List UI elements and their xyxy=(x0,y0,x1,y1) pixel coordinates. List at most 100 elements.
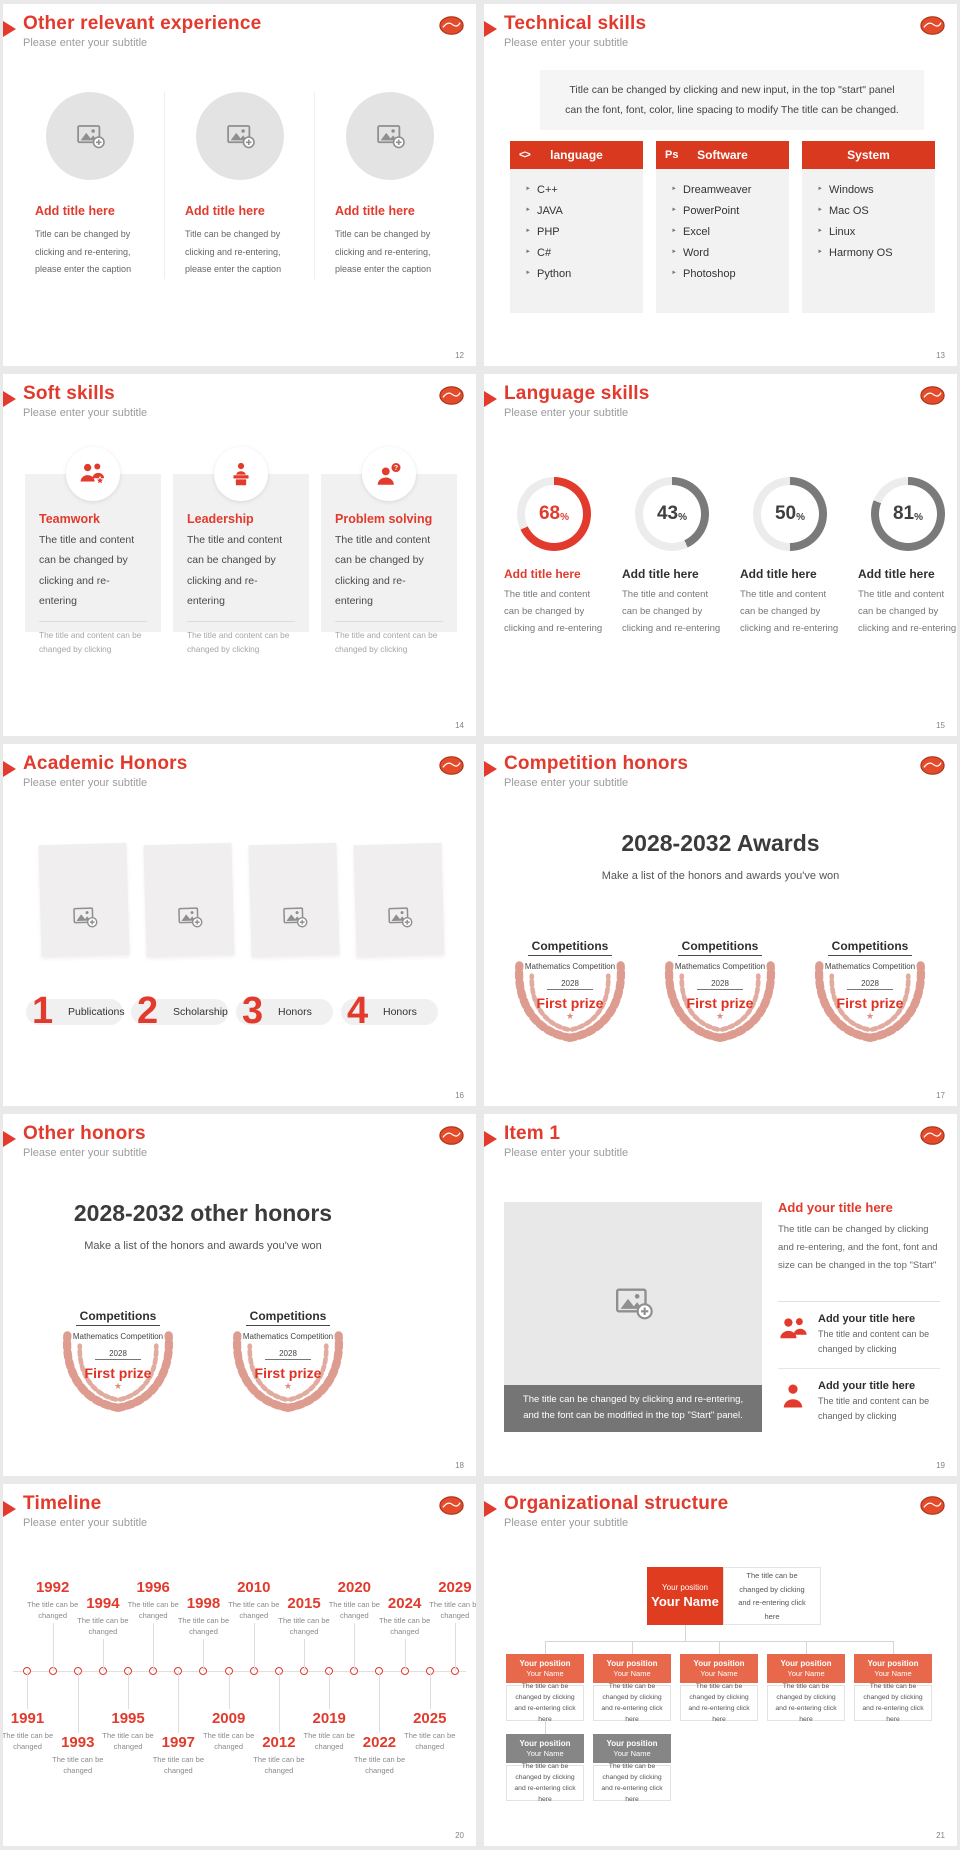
slide-14-soft-skills[interactable]: Soft skills Please enter your subtitle T… xyxy=(3,374,476,736)
slide-21-organizational-structure[interactable]: Organizational structure Please enter yo… xyxy=(484,1484,957,1846)
gauge-body: The title and content can be changed by … xyxy=(504,589,603,635)
page-number: 19 xyxy=(936,1461,945,1470)
item-label: Publications xyxy=(68,1006,125,1018)
slide-15-language-skills[interactable]: Language skills Please enter your subtit… xyxy=(484,374,957,736)
image-placeholder[interactable] xyxy=(345,92,434,180)
event-year: 2020 xyxy=(337,1579,372,1596)
event-text: The title can be changed xyxy=(3,1730,54,1751)
slide-13-technical-skills[interactable]: Technical skills Please enter your subti… xyxy=(484,4,957,366)
teamwork-icon xyxy=(80,463,105,485)
connector-line xyxy=(178,1671,180,1733)
event-text: The title can be changed xyxy=(253,1754,305,1775)
item-caption: Title can be changed by clicking and re-… xyxy=(35,229,132,275)
honor-number-item: 2 Scholarship xyxy=(131,992,228,1030)
soft-skill-card: Teamwork The title and content can be ch… xyxy=(25,447,161,654)
page-title: Competition honors xyxy=(504,753,689,774)
page-title: Academic Honors xyxy=(23,753,188,774)
page-number: 17 xyxy=(936,1091,945,1100)
item-number: 3 xyxy=(242,990,264,1032)
leadership-icon xyxy=(233,462,249,486)
gauge-unit: % xyxy=(678,511,688,523)
language-gauge: 50% Add title here The title and content… xyxy=(740,477,840,637)
slide-19-item-1[interactable]: Item 1 Please enter your subtitle The ti… xyxy=(484,1114,957,1476)
skill-item: Python xyxy=(510,263,643,284)
page-number: 12 xyxy=(455,351,464,360)
event-text: The title can be changed xyxy=(429,1599,476,1620)
awards-heading: 2028-2032 other honors xyxy=(73,1200,333,1226)
event-year: 2022 xyxy=(362,1734,397,1751)
page-subtitle: Please enter your subtitle xyxy=(504,37,629,49)
event-year: 2015 xyxy=(287,1595,321,1612)
slide-17-competition-honors[interactable]: Competition honors Please enter your sub… xyxy=(484,744,957,1106)
page-title: Other relevant experience xyxy=(23,13,262,34)
badge-prize: First prize xyxy=(686,995,754,1011)
card-note: The title and content can be changed by … xyxy=(39,629,142,654)
gauge-percent: 43 xyxy=(656,503,679,524)
image-placeholder[interactable] xyxy=(195,92,284,180)
page-title: Organizational structure xyxy=(504,1493,729,1514)
school-logo-icon xyxy=(920,16,945,35)
org-child-note: The title can be changed by clicking and… xyxy=(593,1683,671,1723)
item-label: Honors xyxy=(278,1006,312,1018)
org-name: Your Name xyxy=(700,1669,738,1678)
org-child-box: Your position Your Name xyxy=(593,1654,671,1683)
badge-event: Mathematics Competition xyxy=(242,1332,334,1341)
org-name: Your Name xyxy=(613,1749,651,1758)
connector-line xyxy=(102,1639,104,1671)
gauge-title: Add title here xyxy=(622,567,699,581)
honor-number-item: 4 Honors xyxy=(341,992,438,1030)
slide-20-timeline[interactable]: Timeline Please enter your subtitle 1991… xyxy=(3,1484,476,1846)
slide-18-other-honors[interactable]: Other honors Please enter your subtitle … xyxy=(3,1114,476,1476)
star-icon: ★ xyxy=(865,1011,875,1021)
skill-item: Windows xyxy=(802,179,935,200)
gauge-percent: 68 xyxy=(538,503,561,524)
page-title: Other honors xyxy=(23,1123,146,1144)
org-assistant-box: Your position Your Name xyxy=(593,1734,671,1763)
page-title: Item 1 xyxy=(504,1123,561,1144)
column-header: language xyxy=(550,148,603,162)
page-number: 15 xyxy=(936,721,945,730)
image-placeholder[interactable] xyxy=(353,842,445,958)
event-text: The title can be changed xyxy=(202,1730,255,1751)
event-year: 1994 xyxy=(86,1595,120,1612)
skill-item: Word xyxy=(656,242,789,263)
image-placeholder[interactable] xyxy=(248,842,340,958)
title-arrow-icon xyxy=(3,1131,16,1147)
org-assistant-note: The title can be changed by clicking and… xyxy=(506,1763,584,1803)
image-placeholder[interactable] xyxy=(38,842,130,958)
experience-item: Add title here Title can be changed by c… xyxy=(314,92,464,279)
org-name: Your Name xyxy=(874,1669,912,1678)
image-placeholder[interactable]: The title can be changed by clicking and… xyxy=(504,1202,762,1432)
slide-16-academic-honors[interactable]: Academic Honors Please enter your subtit… xyxy=(3,744,476,1106)
school-logo-icon xyxy=(920,1126,945,1145)
star-icon: ★ xyxy=(715,1011,725,1021)
school-logo-icon xyxy=(439,1496,464,1515)
connector-line xyxy=(304,1639,306,1671)
org-child-box: Your position Your Name xyxy=(680,1654,758,1683)
item-caption: Title can be changed by clicking and re-… xyxy=(185,229,282,275)
slide-12-other-relevant-experience[interactable]: Other relevant experience Please enter y… xyxy=(3,4,476,366)
school-logo-icon xyxy=(439,16,464,35)
image-placeholder[interactable] xyxy=(45,92,134,180)
connector-line xyxy=(632,1641,633,1654)
org-name: Your Name xyxy=(526,1669,564,1678)
school-logo-icon xyxy=(439,386,464,405)
org-child-note: The title can be changed by clicking and… xyxy=(680,1683,758,1723)
skill-item: Mac OS xyxy=(802,200,935,221)
honor-number-item: 1 Publications xyxy=(26,992,125,1030)
image-placeholder[interactable] xyxy=(143,842,235,958)
gauge-title: Add title here xyxy=(740,567,817,581)
card-title: Problem solving xyxy=(335,512,433,526)
experience-item: Add title here Title can be changed by c… xyxy=(15,92,164,279)
page-title: Language skills xyxy=(504,383,650,404)
add-image-icon xyxy=(386,904,413,931)
page-subtitle: Please enter your subtitle xyxy=(504,407,629,419)
org-position: Your position xyxy=(606,1659,658,1668)
language-gauge: 68% Add title here The title and content… xyxy=(504,477,604,637)
gauge-percent: 81 xyxy=(892,503,915,524)
card-title: Leadership xyxy=(187,512,254,526)
gauge-body: The title and content can be changed by … xyxy=(622,589,721,635)
badge-prize: First prize xyxy=(536,995,604,1011)
connector-line xyxy=(806,1641,807,1654)
item-title: Add title here xyxy=(35,204,115,218)
